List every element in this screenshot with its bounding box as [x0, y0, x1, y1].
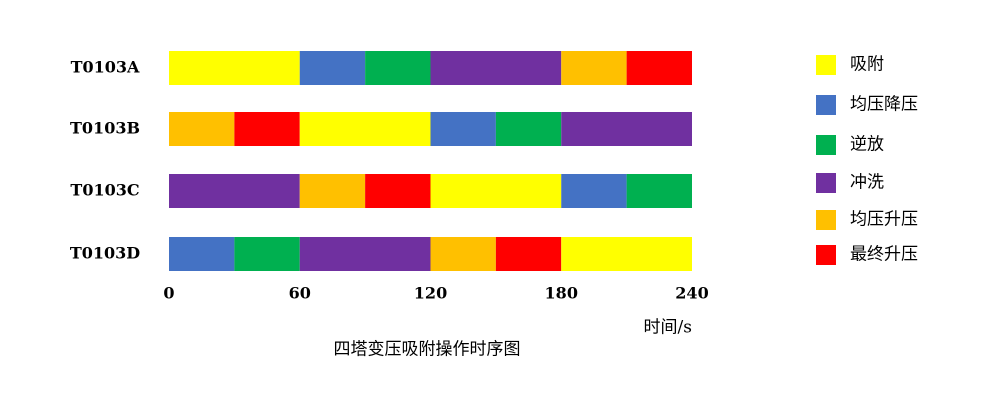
legend-swatch [816, 95, 836, 115]
legend-label: 均压降压 [850, 95, 918, 115]
segment [169, 112, 235, 146]
segment [299, 51, 366, 85]
x-tick-label: 120 [414, 284, 447, 303]
segment [169, 51, 300, 85]
segment [365, 51, 431, 85]
segment [561, 174, 627, 208]
segment [561, 237, 692, 271]
segment [495, 237, 562, 271]
x-tick-label: 180 [545, 284, 578, 303]
legend-swatch [816, 210, 836, 230]
segment [430, 51, 562, 85]
legend-swatch [816, 245, 836, 265]
segment [561, 51, 627, 85]
segment [234, 237, 300, 271]
segment [430, 112, 496, 146]
segment [169, 174, 300, 208]
segment [299, 237, 431, 271]
legend-swatch [816, 55, 836, 75]
row-label: T0103A [71, 58, 140, 77]
segment [495, 112, 562, 146]
legend-label: 冲洗 [850, 173, 884, 193]
segment [169, 237, 235, 271]
row-label: T0103C [70, 181, 139, 200]
legend-swatch [816, 173, 836, 193]
segment [299, 112, 431, 146]
row-label: T0103D [70, 244, 140, 263]
segment [234, 112, 300, 146]
segment [561, 112, 692, 146]
x-tick-label: 60 [289, 284, 311, 303]
x-axis-label: 时间/s [644, 318, 692, 338]
legend-swatch [816, 135, 836, 155]
segment [365, 174, 431, 208]
x-tick-label: 240 [675, 284, 708, 303]
legend-label: 均压升压 [850, 210, 918, 230]
segment [430, 237, 496, 271]
segment [626, 51, 692, 85]
segment [299, 174, 366, 208]
legend-label: 吸附 [850, 55, 884, 75]
segment [430, 174, 562, 208]
row-label: T0103B [70, 119, 140, 138]
legend-label: 最终升压 [850, 245, 918, 265]
segment [626, 174, 692, 208]
x-tick-label: 0 [163, 284, 174, 303]
legend-label: 逆放 [850, 135, 884, 155]
chart-title: 四塔变压吸附操作时序图 [334, 340, 521, 360]
